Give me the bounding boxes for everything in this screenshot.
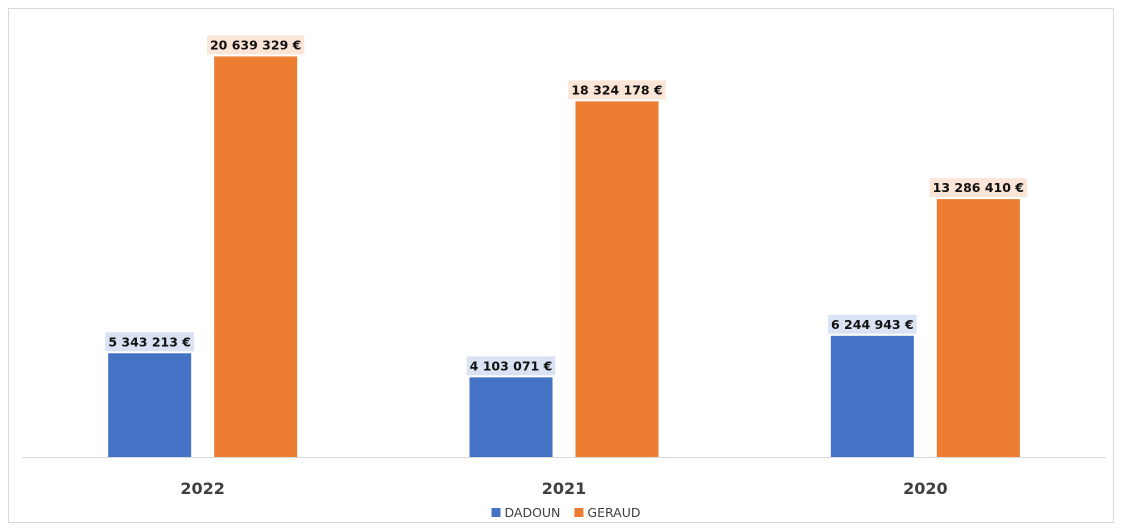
data-label-dadoun-2020: 6 244 943 €	[831, 317, 914, 332]
data-label-geraud-2020: 13 286 410 €	[933, 180, 1024, 195]
data-label-dadoun-2022: 5 343 213 €	[108, 334, 191, 349]
bar-dadoun-2022	[108, 353, 192, 457]
data-label-bg-dadoun-2020	[828, 314, 917, 334]
data-label-bg-geraud-2020	[929, 178, 1028, 198]
bar-geraud-2020	[936, 199, 1020, 457]
data-label-bg-dadoun-2022	[105, 332, 194, 352]
chart-frame	[8, 8, 1114, 523]
legend-swatch-dadoun	[491, 508, 501, 517]
legend-label-dadoun: DADOUN	[504, 505, 560, 520]
data-label-dadoun-2021: 4 103 071 €	[470, 358, 553, 373]
bar-geraud-2022	[214, 56, 298, 457]
bar-dadoun-2020	[830, 335, 914, 457]
data-label-geraud-2021: 18 324 178 €	[571, 82, 662, 97]
data-label-bg-dadoun-2021	[466, 356, 556, 376]
x-tick-label-2022: 2022	[180, 479, 225, 498]
bar-geraud-2021	[575, 101, 659, 457]
data-label-bg-geraud-2022	[206, 35, 305, 55]
data-label-bg-geraud-2021	[568, 80, 666, 100]
data-label-geraud-2022: 20 639 329 €	[210, 37, 301, 52]
legend-swatch-geraud	[574, 508, 584, 517]
bar-dadoun-2021	[469, 377, 553, 457]
x-tick-label-2020: 2020	[903, 479, 948, 498]
legend-label-geraud: GERAUD	[587, 505, 640, 520]
x-tick-label-2021: 2021	[542, 479, 587, 498]
